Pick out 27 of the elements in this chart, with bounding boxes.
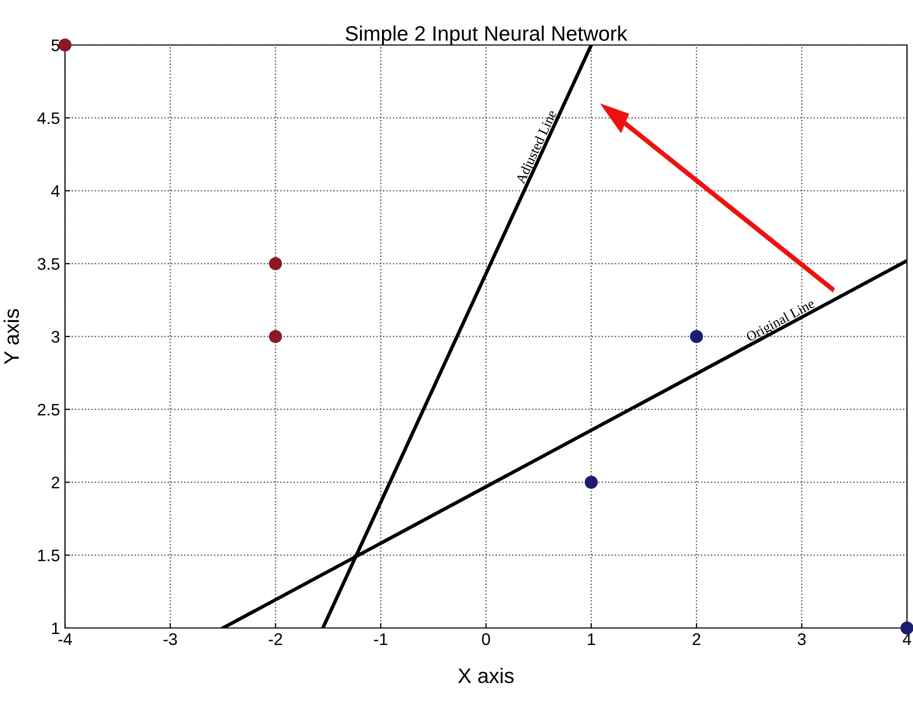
point	[268, 330, 282, 344]
y-tick-label: 4	[51, 185, 60, 197]
y-tick-label: 3	[52, 330, 60, 343]
chart-title: Simple 2 Input Neural Network	[346, 26, 628, 45]
x-tick-label: -2	[268, 633, 282, 645]
point	[58, 38, 72, 52]
point	[690, 330, 704, 344]
x-tick-label: -4	[58, 633, 72, 645]
y-tick-label: 5	[52, 40, 60, 52]
x-tick-label: 0	[482, 633, 490, 646]
point	[268, 257, 282, 270]
y-tick-label: 3.5	[38, 258, 60, 270]
x-tick-label: 2	[692, 633, 700, 645]
x-tick-label: 4	[902, 633, 912, 645]
x-tick-label: 3	[798, 633, 806, 646]
x-axis-title: X axis	[458, 668, 514, 684]
x-tick-label: 1	[588, 633, 596, 645]
y-tick-label: 4.5	[37, 112, 60, 124]
x-tick-label: -1	[374, 633, 388, 645]
x-tick-label: -3	[164, 633, 177, 646]
y-axis-title: Y axis	[4, 309, 19, 364]
y-tick-label: 1	[52, 622, 60, 634]
point	[900, 621, 913, 635]
point	[584, 476, 598, 489]
y-tick-label: 1.5	[38, 550, 60, 562]
y-tick-label: 2	[52, 476, 60, 488]
y-tick-label: 2.5	[38, 404, 60, 416]
